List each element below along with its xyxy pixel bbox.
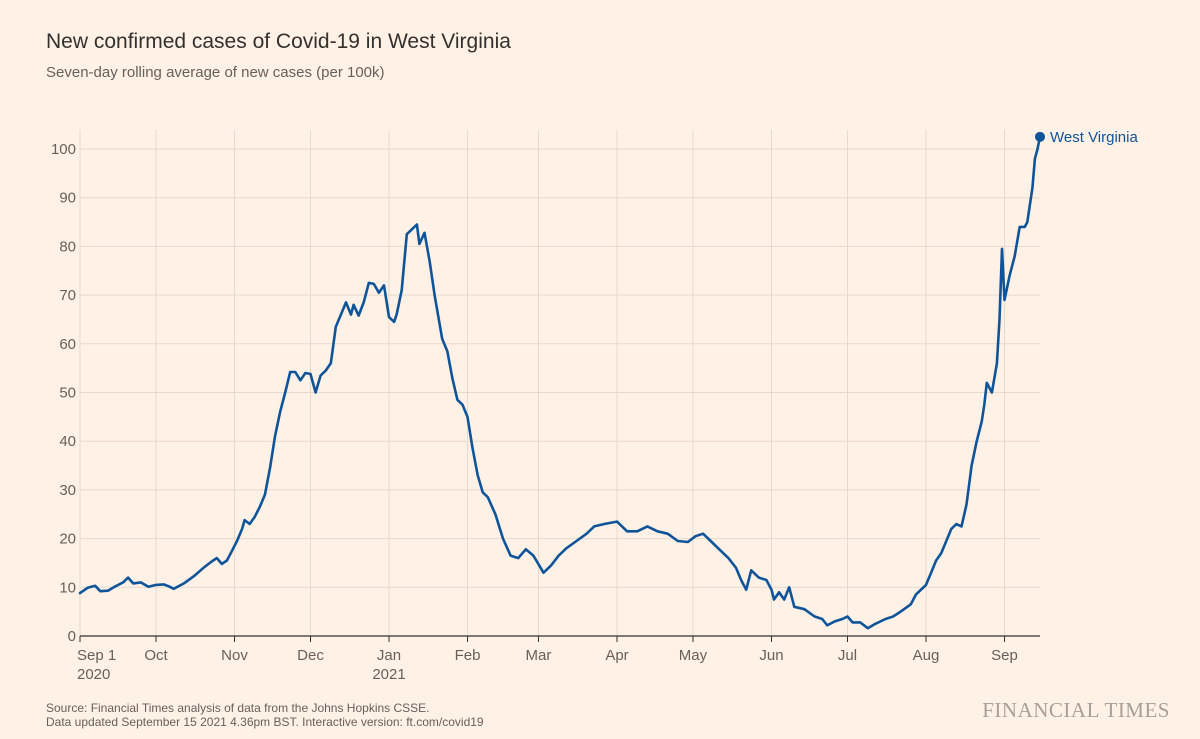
x-tick-label: Jun	[759, 647, 783, 664]
brand-logo: FINANCIAL TIMES	[982, 698, 1170, 722]
x-tick-label: Jul	[838, 647, 857, 664]
x-tick-sublabel: 2020	[77, 666, 110, 683]
x-tick-label: Dec	[297, 647, 324, 664]
y-tick-label: 20	[59, 531, 76, 548]
x-tick-label: Jan	[377, 647, 401, 664]
chart-subtitle: Seven-day rolling average of new cases (…	[46, 64, 385, 81]
series-end-label: West Virginia	[1050, 129, 1138, 146]
y-tick-label: 30	[59, 482, 76, 499]
x-tick-label: Apr	[605, 647, 628, 664]
source-line-2: Data updated September 15 2021 4.36pm BS…	[46, 715, 484, 729]
y-tick-label: 0	[68, 628, 76, 645]
source-note: Source: Financial Times analysis of data…	[46, 701, 484, 729]
x-tick-label: Sep 1	[77, 647, 116, 664]
x-tick-label: Aug	[913, 647, 940, 664]
series-line-west-virginia	[78, 135, 1042, 630]
y-tick-label: 70	[59, 287, 76, 304]
x-tick-label: Sep	[991, 647, 1018, 664]
y-tick-label: 60	[59, 336, 76, 353]
y-tick-label: 100	[51, 141, 76, 158]
y-tick-label: 10	[59, 579, 76, 596]
y-tick-label: 40	[59, 433, 76, 450]
y-tick-label: 50	[59, 385, 76, 402]
y-tick-label: 90	[59, 190, 76, 207]
y-tick-label: 80	[59, 238, 76, 255]
x-tick-label: Mar	[526, 647, 552, 664]
chart-title: New confirmed cases of Covid-19 in West …	[46, 30, 511, 53]
x-tick-label: Nov	[221, 647, 248, 664]
source-line-1: Source: Financial Times analysis of data…	[46, 701, 430, 715]
x-tick-label: Oct	[144, 647, 168, 664]
x-tick-label: Feb	[455, 647, 481, 664]
x-tick-label: May	[679, 647, 708, 664]
series-end-dot	[1035, 131, 1045, 142]
x-tick-sublabel: 2021	[372, 666, 405, 683]
